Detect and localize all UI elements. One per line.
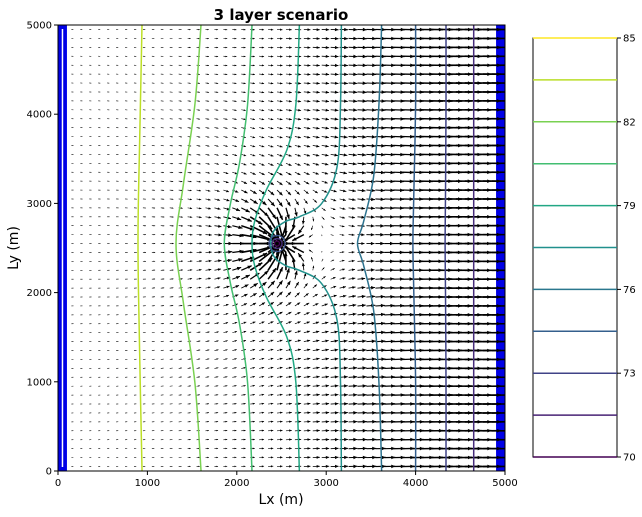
- velocity-arrowhead: [507, 358, 511, 362]
- velocity-arrowhead: [507, 447, 511, 451]
- y-tick-label: 1000: [27, 377, 52, 388]
- velocity-arrowhead: [507, 90, 511, 94]
- colorbar-tick-label: 73: [623, 369, 636, 380]
- velocity-arrowhead: [507, 63, 511, 67]
- velocity-arrowhead: [507, 420, 511, 424]
- velocity-arrowhead: [507, 233, 511, 237]
- plot-area: 0 1000 2000 3000 4000 5000 0 1000 2000 3000 4000 50…: [27, 21, 518, 490]
- velocity-arrowhead: [507, 393, 511, 397]
- velocity-arrowhead: [507, 322, 511, 326]
- velocity-arrowhead: [507, 28, 511, 32]
- x-tick-label: 3000: [313, 478, 338, 489]
- x-tick-label: 2000: [224, 478, 249, 489]
- velocity-arrowhead: [507, 277, 511, 281]
- chart-title: 3 layer scenario: [214, 6, 349, 24]
- y-axis-label: Ly (m): [6, 226, 22, 270]
- velocity-arrowhead: [507, 438, 511, 442]
- velocity-arrowhead: [507, 340, 511, 344]
- velocity-arrowhead: [507, 206, 511, 210]
- x-tick-label: 4000: [403, 478, 428, 489]
- velocity-arrowhead: [507, 313, 511, 317]
- velocity-arrowhead: [507, 135, 511, 139]
- velocity-arrowhead: [507, 429, 511, 433]
- velocity-arrowhead: [507, 456, 511, 460]
- velocity-arrowhead: [507, 224, 511, 228]
- colorbar-tick-label: 82: [623, 117, 636, 128]
- velocity-arrowhead: [507, 251, 511, 255]
- velocity-arrowhead: [507, 55, 511, 59]
- velocity-arrowhead: [507, 37, 511, 41]
- velocity-arrowhead: [507, 197, 511, 201]
- velocity-arrowhead: [507, 242, 511, 246]
- velocity-arrowhead: [507, 108, 511, 112]
- velocity-arrowhead: [507, 171, 511, 175]
- velocity-arrowhead: [507, 162, 511, 166]
- velocity-arrowhead: [507, 465, 511, 469]
- y-tick-label: 4000: [27, 110, 52, 121]
- x-axis-label: Lx (m): [258, 492, 303, 508]
- velocity-arrowhead: [507, 304, 511, 308]
- velocity-arrowhead: [507, 260, 511, 264]
- velocity-arrowhead: [507, 153, 511, 157]
- velocity-arrowhead: [507, 269, 511, 273]
- y-tick-label: 5000: [27, 21, 52, 32]
- x-tick-label: 1000: [135, 478, 160, 489]
- velocity-arrowhead: [507, 126, 511, 130]
- colorbar: 70 73 76 79 82 85: [533, 34, 636, 464]
- velocity-arrowhead: [507, 349, 511, 353]
- velocity-arrowhead: [507, 402, 511, 406]
- velocity-arrowhead: [507, 188, 511, 192]
- colorbar-tick-label: 70: [623, 453, 636, 464]
- colorbar-tick-label: 76: [623, 285, 636, 296]
- x-tick-label: 0: [55, 478, 61, 489]
- y-tick-label: 0: [46, 467, 52, 478]
- velocity-arrowhead: [507, 81, 511, 85]
- velocity-arrowhead: [507, 367, 511, 371]
- y-tick-label: 3000: [27, 199, 52, 210]
- velocity-arrowhead: [507, 411, 511, 415]
- velocity-arrowhead: [507, 99, 511, 103]
- velocity-arrowhead: [507, 286, 511, 290]
- x-tick-label: 5000: [492, 478, 517, 489]
- y-tick-label: 2000: [27, 288, 52, 299]
- colorbar-tick-label: 79: [623, 201, 636, 212]
- velocity-arrowhead: [507, 144, 511, 148]
- velocity-arrowhead: [507, 384, 511, 388]
- velocity-arrowhead: [507, 215, 511, 219]
- velocity-arrowhead: [507, 46, 511, 50]
- velocity-arrowhead: [507, 179, 511, 183]
- colorbar-tick-label: 85: [623, 34, 636, 45]
- velocity-arrowhead: [507, 295, 511, 299]
- velocity-arrowhead: [507, 375, 511, 379]
- velocity-arrowhead: [507, 72, 511, 76]
- velocity-arrowhead: [507, 117, 511, 121]
- velocity-arrowhead: [507, 331, 511, 335]
